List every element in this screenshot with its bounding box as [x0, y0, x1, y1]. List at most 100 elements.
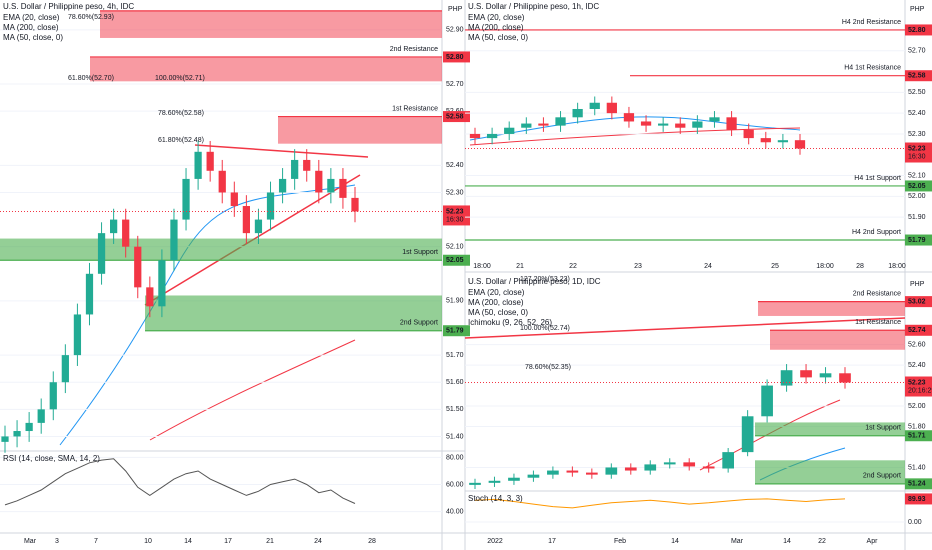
candle-body [589, 102, 600, 109]
x-tick-label: 18:00 [888, 263, 906, 270]
x-tick-label: 3 [55, 538, 59, 545]
osc-line [4, 458, 356, 506]
y-tick-label: 51.40 [908, 464, 926, 471]
level-badge-label: 51.79 [446, 328, 464, 335]
candle-body [37, 409, 45, 423]
fib-label: 100.00%(52.74) [520, 325, 570, 332]
candle-body [800, 370, 812, 378]
candle-body [303, 159, 311, 171]
candle-body [675, 123, 686, 128]
osc-tick-label: 60.00 [446, 481, 464, 488]
x-tick-label: 10 [144, 538, 152, 545]
osc-name: Stoch (14, 3, 3) [468, 494, 523, 503]
y-tick-label: 51.40 [446, 433, 464, 440]
level-badge [905, 430, 932, 442]
level-name: 2nd Resistance [390, 46, 438, 53]
level-badge-label: 52.05 [446, 257, 464, 264]
indicator-label: MA (50, close, 0) [468, 33, 528, 42]
countdown-label: 16:30 [908, 153, 926, 160]
countdown-label: 16:30 [446, 216, 464, 223]
y-tick-label: 52.40 [908, 362, 926, 369]
candle-body [504, 127, 515, 134]
level-zone [90, 56, 442, 82]
candle-body [572, 108, 583, 118]
x-tick-label: 22 [818, 538, 826, 545]
y-tick-label: 52.00 [908, 193, 926, 200]
last-price-badge [443, 205, 470, 226]
x-tick-label: 14 [783, 538, 791, 545]
candle-body [158, 260, 166, 307]
level-badge [905, 24, 932, 36]
level-zone [145, 295, 442, 331]
candle-body [683, 462, 696, 467]
y-tick-label: 52.50 [908, 89, 926, 96]
y-tick-label: 52.70 [446, 81, 464, 88]
level-badge [443, 51, 470, 63]
candle-body [794, 140, 806, 149]
last-price-label: 52.23 [908, 379, 926, 386]
candle-body [624, 467, 637, 471]
x-tick-label: 23 [634, 263, 642, 270]
osc-badge-label: 89.93 [908, 496, 926, 503]
chart-title: U.S. Dollar / Philippine peso, 1h, IDC [468, 2, 599, 11]
level-name: H4 2nd Resistance [842, 19, 901, 26]
y-tick-label: 52.90 [446, 27, 464, 34]
level-name: 1st Resistance [855, 319, 901, 326]
level-badge [905, 296, 932, 308]
x-tick-label: 18:00 [816, 263, 834, 270]
chart-title: U.S. Dollar / Philippine peso, 4h, IDC [3, 2, 134, 11]
y-tick-label: 52.70 [908, 48, 926, 55]
y-tick-label: 52.40 [908, 110, 926, 117]
level-badge [905, 478, 932, 490]
candle-body [469, 133, 481, 139]
level-zone [770, 330, 905, 350]
candle-body [1, 436, 9, 442]
chart-title: U.S. Dollar / Philippine peso, 1D, IDC [468, 277, 601, 286]
candle-body [327, 178, 335, 193]
level-badge-label: 52.58 [908, 73, 926, 80]
candle-body [170, 219, 178, 261]
y-tick-label: 52.00 [908, 403, 926, 410]
candle-body [527, 474, 540, 478]
candle-body [218, 170, 226, 193]
level-badge [905, 180, 932, 192]
candle-body [606, 102, 617, 114]
candle-body [644, 464, 657, 471]
candle-body [97, 233, 106, 274]
candle-body [73, 314, 82, 356]
candle-body [640, 121, 652, 126]
level-badge [905, 70, 932, 82]
indicator-label: MA (50, close, 0) [3, 33, 63, 42]
candle-body [266, 192, 275, 220]
level-name: 2nd Support [863, 473, 901, 480]
candle-body [623, 113, 635, 122]
x-tick-label: 21 [266, 538, 274, 545]
last-price-badge [905, 142, 932, 163]
x-tick-label: 25 [771, 263, 779, 270]
candle-body [521, 123, 532, 128]
x-tick-label: Feb [614, 538, 626, 545]
x-tick-label: Apr [867, 538, 879, 545]
candle-body [315, 170, 323, 193]
y-tick-label: 51.90 [446, 298, 464, 305]
candle-body [547, 470, 559, 475]
level-badge-label: 53.02 [908, 298, 926, 305]
candle-body [61, 355, 69, 383]
x-tick-label: 17 [224, 538, 232, 545]
indicator-label: MA (200, close) [468, 23, 524, 32]
candle-body [726, 117, 737, 130]
candle-body [194, 151, 202, 179]
candle-body [709, 117, 720, 122]
y-tick-label: 52.60 [908, 341, 926, 348]
osc-badge [905, 493, 932, 505]
fib-label: 78.60%(52.35) [525, 364, 571, 371]
candle-body [230, 192, 238, 207]
x-tick-label: 28 [856, 263, 864, 270]
x-tick-label: 22 [569, 263, 577, 270]
candle-body [692, 121, 703, 128]
x-tick-label: 14 [671, 538, 679, 545]
y-tick-label: 52.30 [446, 189, 464, 196]
candle-body [351, 197, 359, 212]
